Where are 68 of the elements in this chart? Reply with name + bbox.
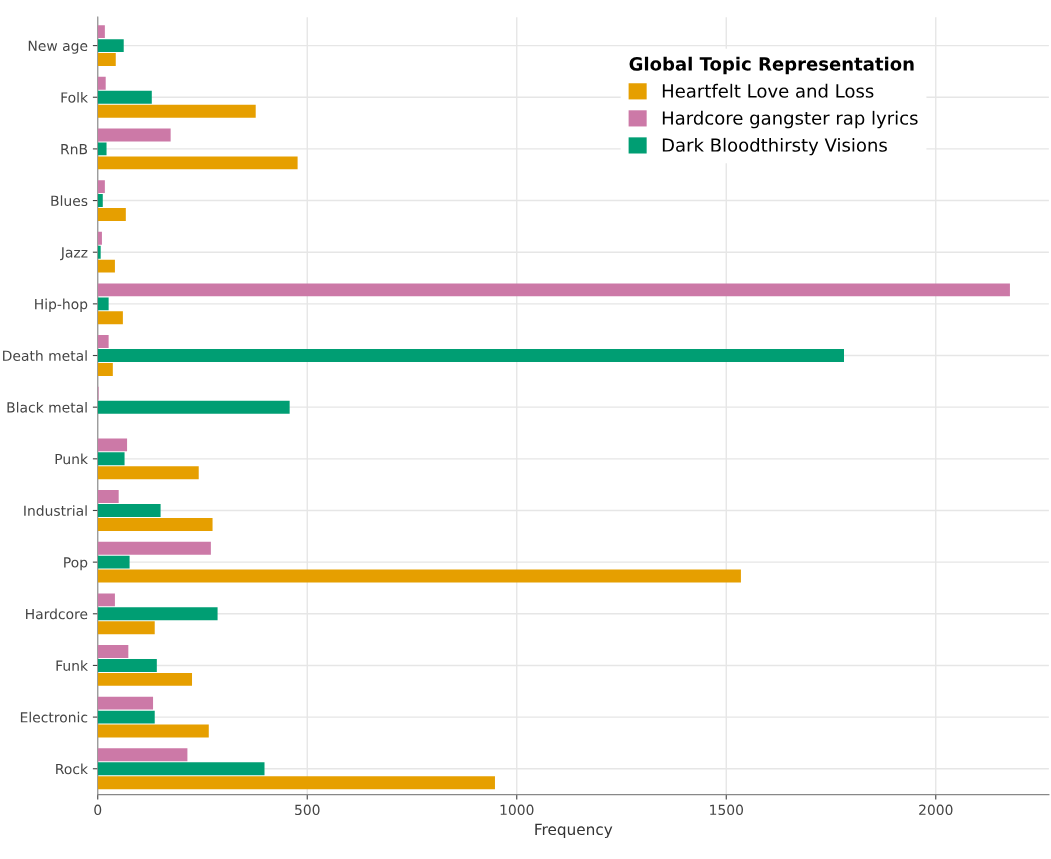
bar — [97, 776, 495, 790]
bar — [97, 400, 290, 414]
y-tick-label: Black metal — [7, 401, 87, 413]
x-tick-label: 2000 — [919, 804, 953, 816]
bar — [97, 466, 199, 480]
bar — [97, 208, 126, 221]
bar — [97, 541, 211, 555]
y-tick-label: Death metal — [3, 350, 87, 361]
y-tick-label: New age — [28, 40, 88, 54]
y-tick-label: Electronic — [20, 711, 88, 723]
bar — [97, 25, 105, 39]
bar — [97, 724, 209, 738]
bar — [97, 39, 124, 53]
y-tick-label: Hardcore — [26, 608, 88, 620]
bar — [97, 607, 218, 621]
y-tick-label: Rock — [56, 763, 88, 775]
bar — [97, 672, 193, 686]
x-tick-label: 0 — [94, 804, 102, 816]
bar — [97, 335, 109, 349]
bar — [97, 748, 188, 762]
bar — [97, 696, 154, 710]
bar — [97, 517, 213, 531]
y-tick-label: Hip-hop — [35, 298, 88, 313]
bar — [97, 569, 741, 583]
bar — [97, 283, 1010, 297]
bar — [97, 180, 105, 194]
x-axis-title: Frequency — [535, 823, 613, 839]
bar — [97, 231, 102, 245]
bar — [97, 142, 107, 156]
bar — [97, 658, 157, 672]
bar — [97, 593, 115, 607]
bar — [97, 245, 101, 259]
bar — [97, 504, 161, 517]
y-tick-label: RnB — [61, 144, 88, 155]
bar — [97, 311, 123, 325]
legend-label: Hardcore gangster rap lyrics — [662, 110, 918, 129]
bar — [97, 438, 128, 452]
bar — [97, 645, 129, 658]
bar — [97, 156, 298, 170]
bar — [97, 53, 116, 66]
y-tick-label: Punk — [55, 453, 88, 465]
y-tick-label: Funk — [56, 660, 88, 671]
x-tick-label: 1500 — [710, 804, 744, 816]
bar — [97, 452, 125, 466]
y-tick-label: Blues — [51, 195, 88, 207]
x-tick-label: 500 — [295, 804, 320, 816]
bar — [97, 128, 171, 142]
legend-title: Global Topic Representation — [629, 56, 914, 75]
legend-label: Dark Bloodthirsty Visions — [662, 137, 887, 156]
y-tick-label: Industrial — [24, 505, 87, 516]
bar — [97, 490, 119, 503]
y-tick-label: Pop — [64, 557, 88, 571]
bar — [97, 259, 115, 273]
bar — [97, 349, 844, 362]
bar — [97, 194, 103, 208]
bar — [97, 762, 265, 776]
bar — [97, 363, 113, 376]
bar — [97, 104, 256, 118]
bar — [97, 621, 155, 635]
y-tick-label: Folk — [61, 91, 88, 103]
legend-label: Heartfelt Love and Loss — [662, 83, 874, 98]
bar — [97, 710, 155, 724]
bar — [97, 90, 152, 104]
bar — [97, 555, 130, 569]
y-tick-label: Jazz — [60, 247, 88, 261]
x-tick-label: 1000 — [500, 804, 534, 816]
bar — [97, 76, 106, 90]
bar — [97, 297, 109, 311]
